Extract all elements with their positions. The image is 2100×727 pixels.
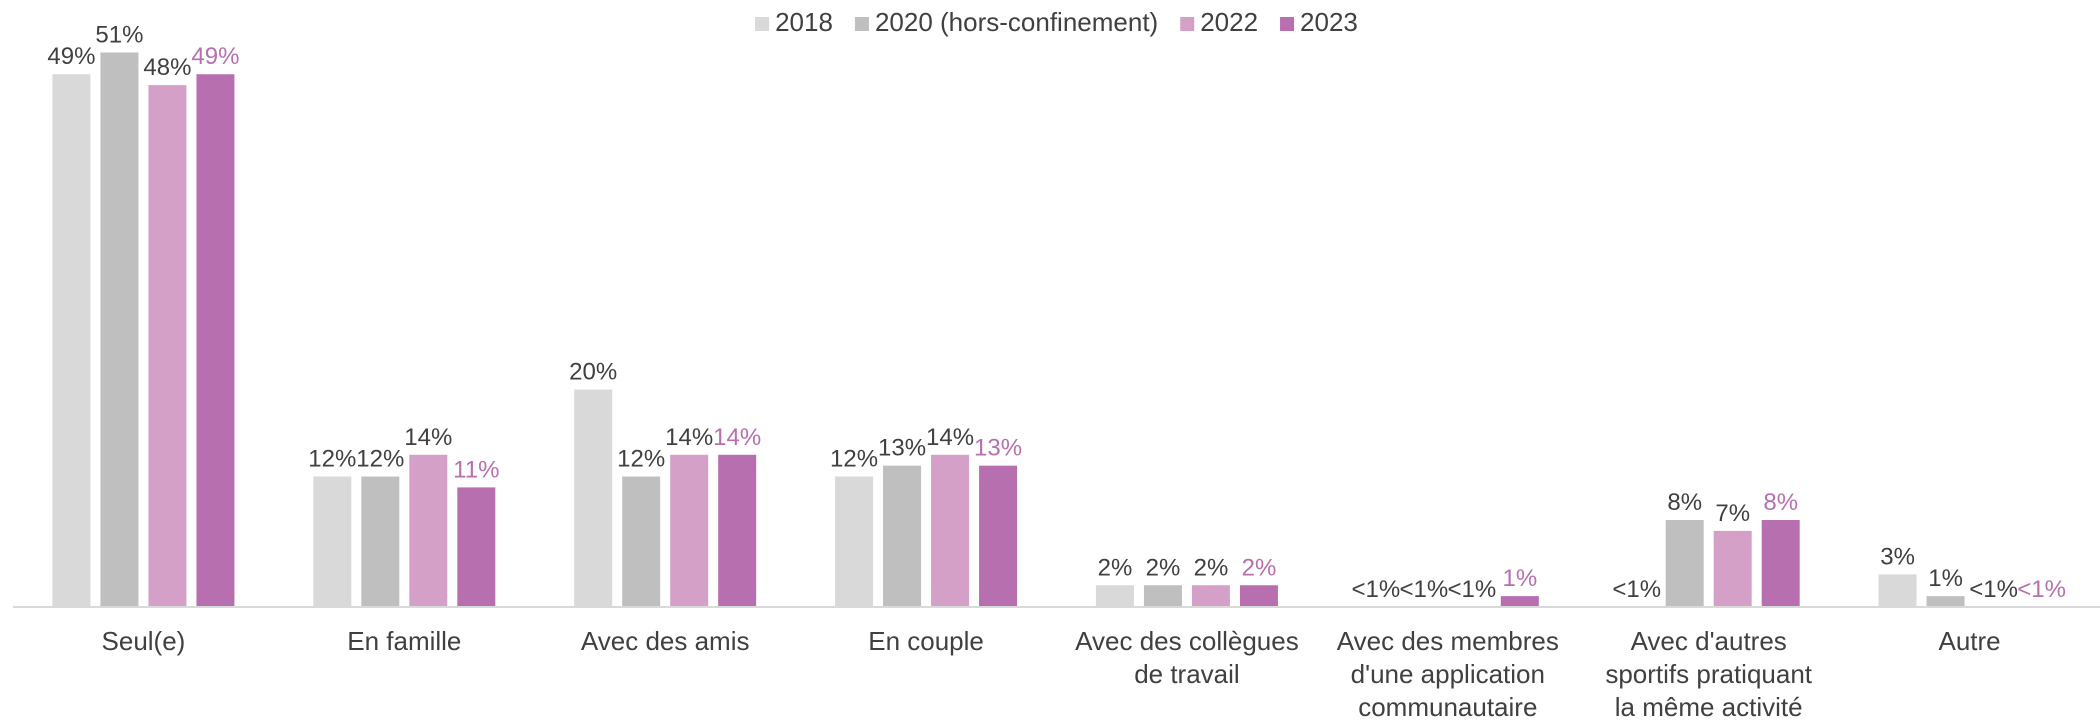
bar xyxy=(52,74,91,607)
data-label: 14% xyxy=(404,424,452,451)
data-label: 13% xyxy=(878,435,926,462)
data-label: 12% xyxy=(617,446,665,473)
data-label: <1% xyxy=(1399,576,1448,603)
data-label: 2% xyxy=(1098,554,1133,581)
data-label: <1% xyxy=(2017,576,2066,603)
bar xyxy=(883,465,922,607)
x-tick-label: d'une application xyxy=(1351,659,1545,689)
data-label: 12% xyxy=(308,446,356,473)
x-tick-label: Avec d'autres xyxy=(1631,626,1787,656)
data-label: 20% xyxy=(569,359,617,386)
data-label: <1% xyxy=(1351,576,1400,603)
data-label: 48% xyxy=(143,54,191,81)
bar xyxy=(196,74,235,607)
bar xyxy=(1500,596,1539,607)
data-label: 12% xyxy=(356,446,404,473)
bar xyxy=(835,476,874,607)
legend-label: 2020 (hors-confinement) xyxy=(875,7,1158,37)
data-label: 13% xyxy=(974,435,1022,462)
data-label: 14% xyxy=(713,424,761,451)
bar xyxy=(1191,585,1230,607)
x-tick-label: Autre xyxy=(1938,626,2000,656)
data-label: 51% xyxy=(95,21,143,48)
data-label: <1% xyxy=(1969,576,2018,603)
legend-label: 2023 xyxy=(1300,7,1358,37)
bar xyxy=(1926,596,1965,607)
data-label: 11% xyxy=(453,456,499,483)
bar xyxy=(1878,574,1917,607)
x-tick-label: Avec des amis xyxy=(581,626,750,656)
x-tick-label: sportifs pratiquant xyxy=(1605,659,1812,689)
x-tick-label: de travail xyxy=(1134,659,1240,689)
x-tick-label: Avec des membres xyxy=(1337,626,1559,656)
data-label: 7% xyxy=(1715,500,1750,527)
data-label: <1% xyxy=(1612,576,1661,603)
legend: 2018 2020 (hors-confinement) 2022 2023 xyxy=(755,7,1358,37)
x-tick-label: la même activité xyxy=(1615,692,1803,722)
data-label: 14% xyxy=(926,424,974,451)
data-label: 14% xyxy=(665,424,713,451)
bar xyxy=(718,454,757,607)
data-label: 12% xyxy=(830,446,878,473)
data-label: 2% xyxy=(1242,554,1277,581)
bar xyxy=(148,85,187,608)
data-label: 1% xyxy=(1502,565,1537,592)
legend-swatch xyxy=(854,17,869,31)
bar xyxy=(1239,585,1278,607)
data-label: 49% xyxy=(191,43,239,70)
x-tick-label: Seul(e) xyxy=(102,626,186,656)
data-label: 8% xyxy=(1763,489,1798,516)
bar xyxy=(979,465,1018,607)
legend-swatch xyxy=(1280,17,1295,31)
legend-swatch xyxy=(755,17,770,31)
bar xyxy=(1761,520,1800,607)
bar xyxy=(931,454,970,607)
data-label: 3% xyxy=(1880,543,1915,570)
bar xyxy=(1713,530,1752,607)
bar xyxy=(670,454,709,607)
x-tick-label: communautaire xyxy=(1358,692,1537,722)
data-label: <1% xyxy=(1447,576,1496,603)
bar xyxy=(409,454,448,607)
x-tick-label: En couple xyxy=(868,626,984,656)
bar xyxy=(1143,585,1182,607)
bar xyxy=(574,389,613,607)
bar xyxy=(1095,585,1134,607)
data-label: 2% xyxy=(1194,554,1229,581)
data-label: 2% xyxy=(1146,554,1181,581)
legend-swatch xyxy=(1180,17,1195,31)
bar xyxy=(100,52,139,608)
bar xyxy=(622,476,661,607)
bar xyxy=(361,476,400,607)
bar xyxy=(1665,520,1704,607)
x-tick-label: Avec des collègues xyxy=(1075,626,1299,656)
bar xyxy=(313,476,352,607)
x-tick-label: En famille xyxy=(347,626,461,656)
legend-label: 2018 xyxy=(775,7,833,37)
data-label: 8% xyxy=(1667,489,1702,516)
legend-label: 2022 xyxy=(1200,7,1258,37)
bar xyxy=(457,487,496,607)
data-label: 1% xyxy=(1928,565,1963,592)
data-label: 49% xyxy=(47,43,95,70)
